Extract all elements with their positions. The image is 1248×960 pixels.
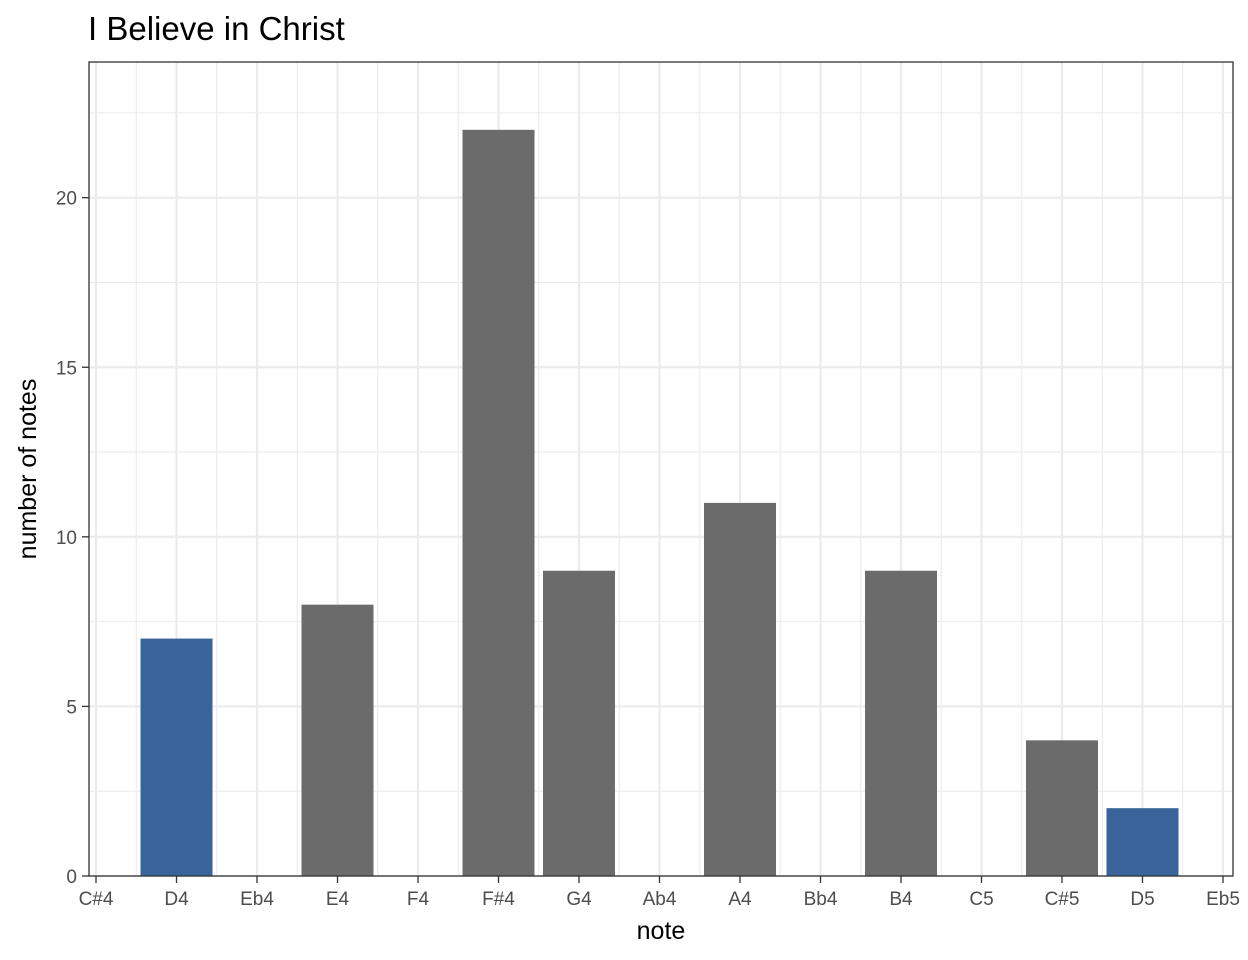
y-tick-label: 20 (56, 189, 77, 210)
bar-a4 (704, 502, 776, 876)
x-tick-label: F4 (407, 889, 430, 910)
x-tick-label: C#5 (1045, 889, 1080, 910)
bar-e4 (301, 604, 374, 876)
x-tick-label: F#4 (482, 889, 515, 910)
bar-d4 (140, 638, 213, 876)
x-tick-label: A4 (728, 889, 752, 910)
grid-lines (89, 62, 1233, 878)
x-tick-label: D5 (1130, 889, 1154, 910)
bar-d5 (1106, 808, 1179, 876)
bar-f-sharp4 (462, 129, 535, 877)
bar-g4 (543, 570, 615, 876)
bar-b4 (865, 570, 937, 876)
x-tick-label: Bb4 (804, 889, 838, 910)
x-tick-label: C#4 (79, 889, 114, 910)
y-axis: 0 5 10 15 20 (56, 189, 89, 888)
bars (140, 129, 1179, 877)
x-tick-label: Eb4 (240, 889, 274, 910)
x-tick-label: Eb5 (1206, 889, 1240, 910)
x-tick-label: G4 (566, 889, 592, 910)
x-tick-label: E4 (326, 889, 350, 910)
chart-title: I Believe in Christ (88, 10, 345, 47)
y-tick-label: 5 (66, 697, 77, 718)
panel-border (88, 61, 1234, 877)
x-tick-label: Ab4 (643, 889, 677, 910)
y-tick-label: 10 (56, 528, 77, 549)
bar-c-sharp5 (1026, 740, 1098, 876)
x-tick-label: B4 (889, 889, 913, 910)
x-axis: C#4 D4 Eb4 E4 F4 F#4 G4 Ab4 A4 Bb4 B4 C5 C#5 D5 Eb5 (79, 876, 1240, 910)
y-tick-label: 15 (56, 358, 77, 379)
x-tick-label: D4 (164, 889, 189, 910)
x-tick-label: C5 (969, 889, 993, 910)
y-tick-label: 0 (66, 867, 77, 888)
y-axis-title: number of notes (14, 379, 42, 560)
x-axis-title: note (637, 917, 686, 945)
